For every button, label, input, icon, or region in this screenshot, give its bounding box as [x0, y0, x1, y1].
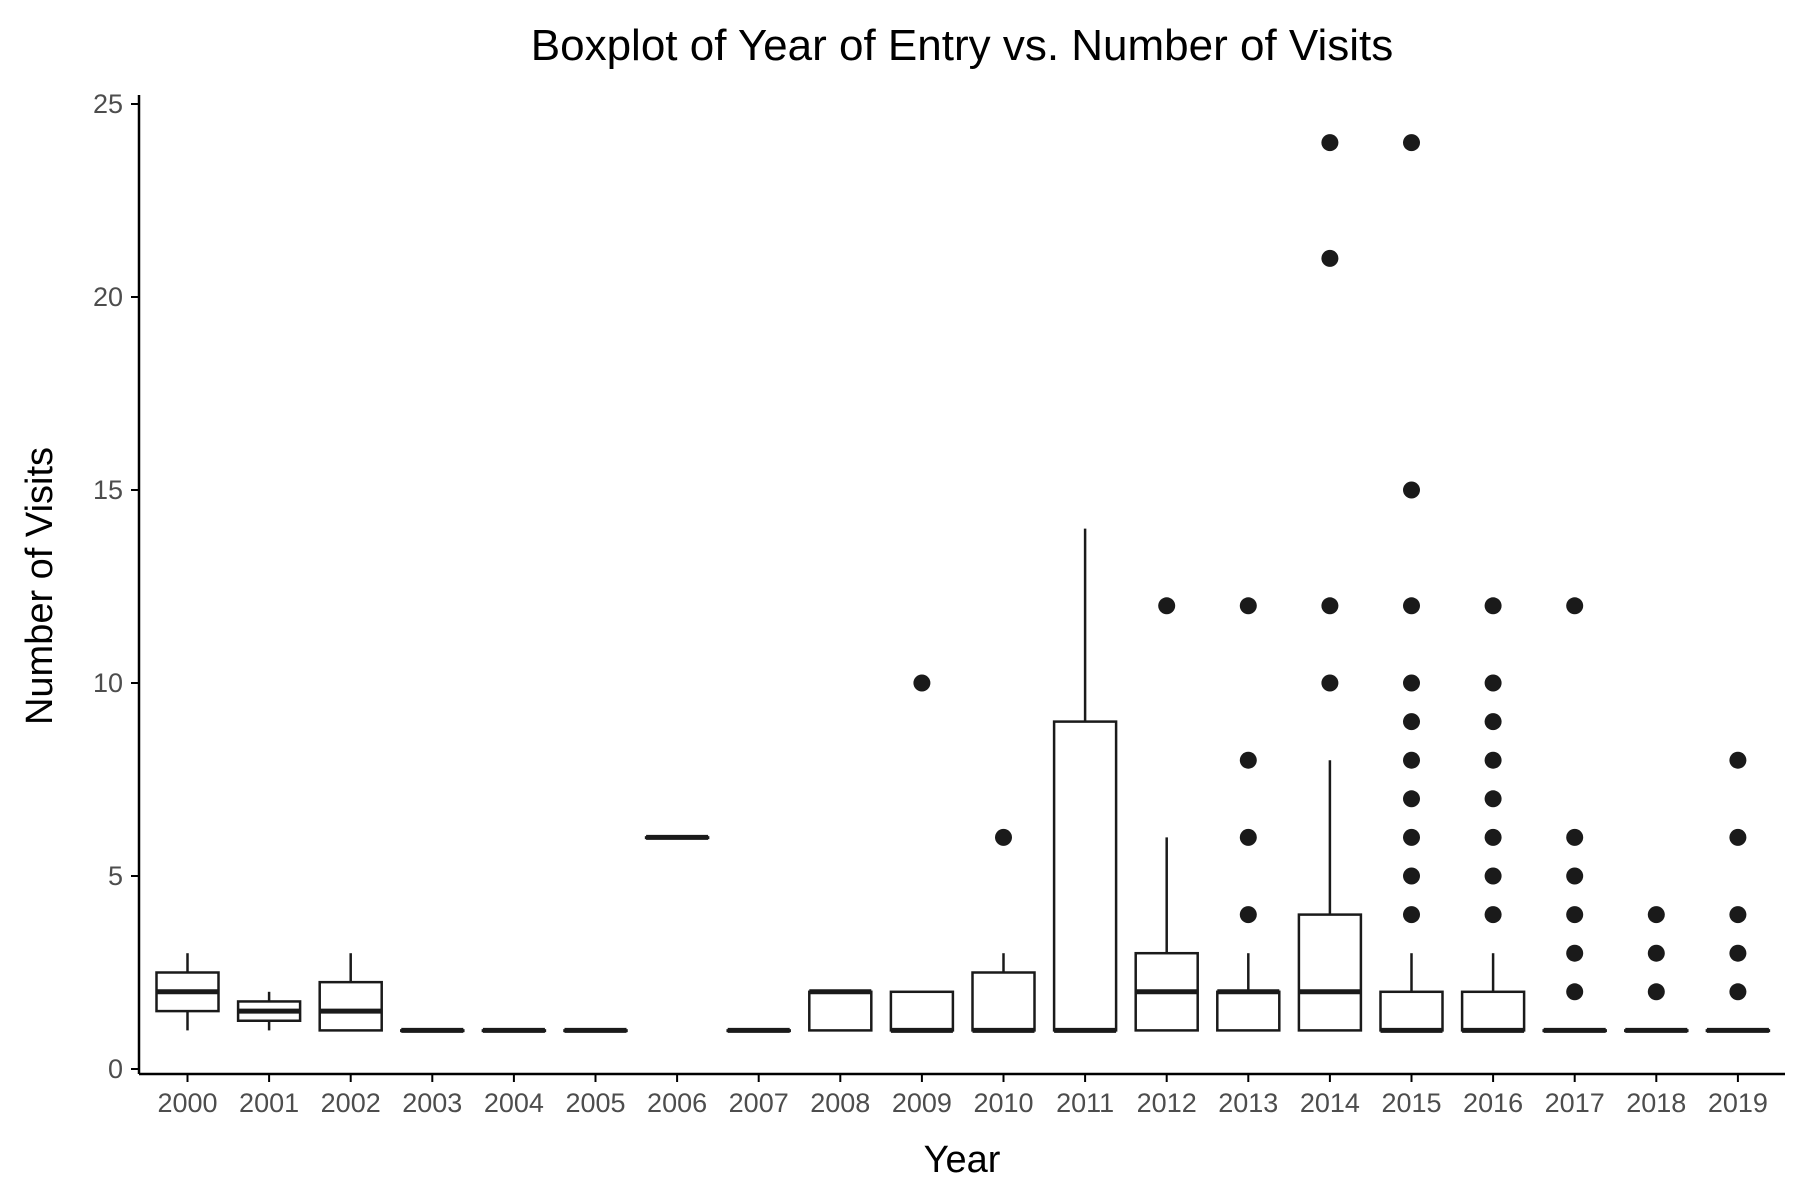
box-iqr	[318, 980, 383, 1032]
x-tick-label: 2008	[810, 1088, 870, 1118]
x-tick-label: 2003	[402, 1088, 462, 1118]
x-tick-label: 2019	[1708, 1088, 1768, 1118]
outlier-point	[1566, 867, 1584, 885]
outlier-point	[1729, 944, 1747, 962]
x-tick-label: 2002	[321, 1088, 381, 1118]
outlier-point	[1321, 134, 1339, 152]
outlier-point	[1484, 674, 1502, 692]
outlier-point	[1566, 944, 1584, 962]
outlier-point	[1321, 249, 1339, 267]
x-tick-label: 2006	[647, 1088, 707, 1118]
outlier-point	[1403, 828, 1420, 846]
outlier-point	[1403, 481, 1420, 499]
outlier-point	[1566, 906, 1584, 924]
outlier-point	[1239, 906, 1257, 924]
x-tick-label: 2001	[239, 1088, 299, 1118]
plot-area: 0 5 10 15 20 25 2000 2001 2002 2003 2004 2005 2006 20…	[93, 89, 1785, 1118]
outlier-point	[1729, 983, 1747, 1001]
outlier-point	[1403, 790, 1420, 808]
y-tick-label: 20	[93, 282, 123, 312]
outlier-point	[1403, 597, 1420, 615]
x-tick-label: 2012	[1137, 1088, 1197, 1118]
outlier-point	[1647, 944, 1665, 962]
outlier-point	[1729, 751, 1747, 769]
outlier-point	[1239, 597, 1257, 615]
y-axis-title: Number of Visits	[19, 447, 61, 725]
x-tick-label: 2010	[973, 1088, 1033, 1118]
x-tick-label: 2018	[1626, 1088, 1686, 1118]
outlier-point	[1729, 828, 1747, 846]
y-tick-label: 5	[108, 861, 123, 891]
x-tick-label: 2013	[1218, 1088, 1278, 1118]
x-tick-label: 2004	[484, 1088, 544, 1118]
outlier-point	[1484, 790, 1502, 808]
outlier-point	[1566, 983, 1584, 1001]
outlier-point	[1158, 597, 1176, 615]
outlier-point	[1484, 828, 1502, 846]
x-tick-label: 2016	[1463, 1088, 1523, 1118]
x-tick-label: 2007	[729, 1088, 789, 1118]
x-tick-label: 2009	[892, 1088, 952, 1118]
outlier-point	[1321, 597, 1339, 615]
outlier-point	[1484, 713, 1502, 731]
outlier-point	[1239, 751, 1257, 769]
outlier-point	[1729, 906, 1747, 924]
outlier-point	[1403, 751, 1420, 769]
outlier-point	[1566, 597, 1584, 615]
outlier-point	[1484, 751, 1502, 769]
outlier-point	[1484, 867, 1502, 885]
outlier-point	[1239, 828, 1257, 846]
x-tick-label: 2014	[1300, 1088, 1360, 1118]
outlier-point	[1647, 906, 1665, 924]
outlier-point	[995, 828, 1012, 846]
box-iqr	[1379, 990, 1444, 1032]
x-tick-label: 2005	[565, 1088, 625, 1118]
x-tick-label: 2000	[157, 1088, 217, 1118]
outlier-point	[1566, 828, 1584, 846]
chart-title: Boxplot of Year of Entry vs. Number of V…	[531, 21, 1394, 70]
outlier-point	[1403, 674, 1420, 692]
outlier-point	[1403, 906, 1420, 924]
box-iqr	[1460, 990, 1526, 1032]
box-iqr	[1216, 990, 1281, 1032]
outlier-point	[1321, 674, 1339, 692]
x-tick-label: 2015	[1381, 1088, 1441, 1118]
outlier-point	[1403, 134, 1420, 152]
box-iqr	[1297, 913, 1363, 1032]
y-tick-label: 0	[108, 1054, 123, 1084]
outlier-point	[1647, 983, 1665, 1001]
x-axis-title: Year	[924, 1139, 1001, 1181]
x-tick-label: 2011	[1056, 1088, 1114, 1118]
x-tick-label: 2017	[1545, 1088, 1605, 1118]
y-tick-label: 15	[93, 475, 123, 505]
outlier-point	[1403, 713, 1420, 731]
box-iqr	[1052, 720, 1118, 1032]
outlier-point	[1484, 906, 1502, 924]
y-tick-label: 25	[93, 89, 123, 119]
box-iqr	[971, 971, 1036, 1032]
box-iqr	[808, 990, 873, 1032]
box-iqr	[889, 990, 955, 1032]
outlier-point	[1403, 867, 1420, 885]
y-tick-label: 10	[93, 668, 123, 698]
outlier-point	[913, 674, 931, 692]
outlier-point	[1484, 597, 1502, 615]
